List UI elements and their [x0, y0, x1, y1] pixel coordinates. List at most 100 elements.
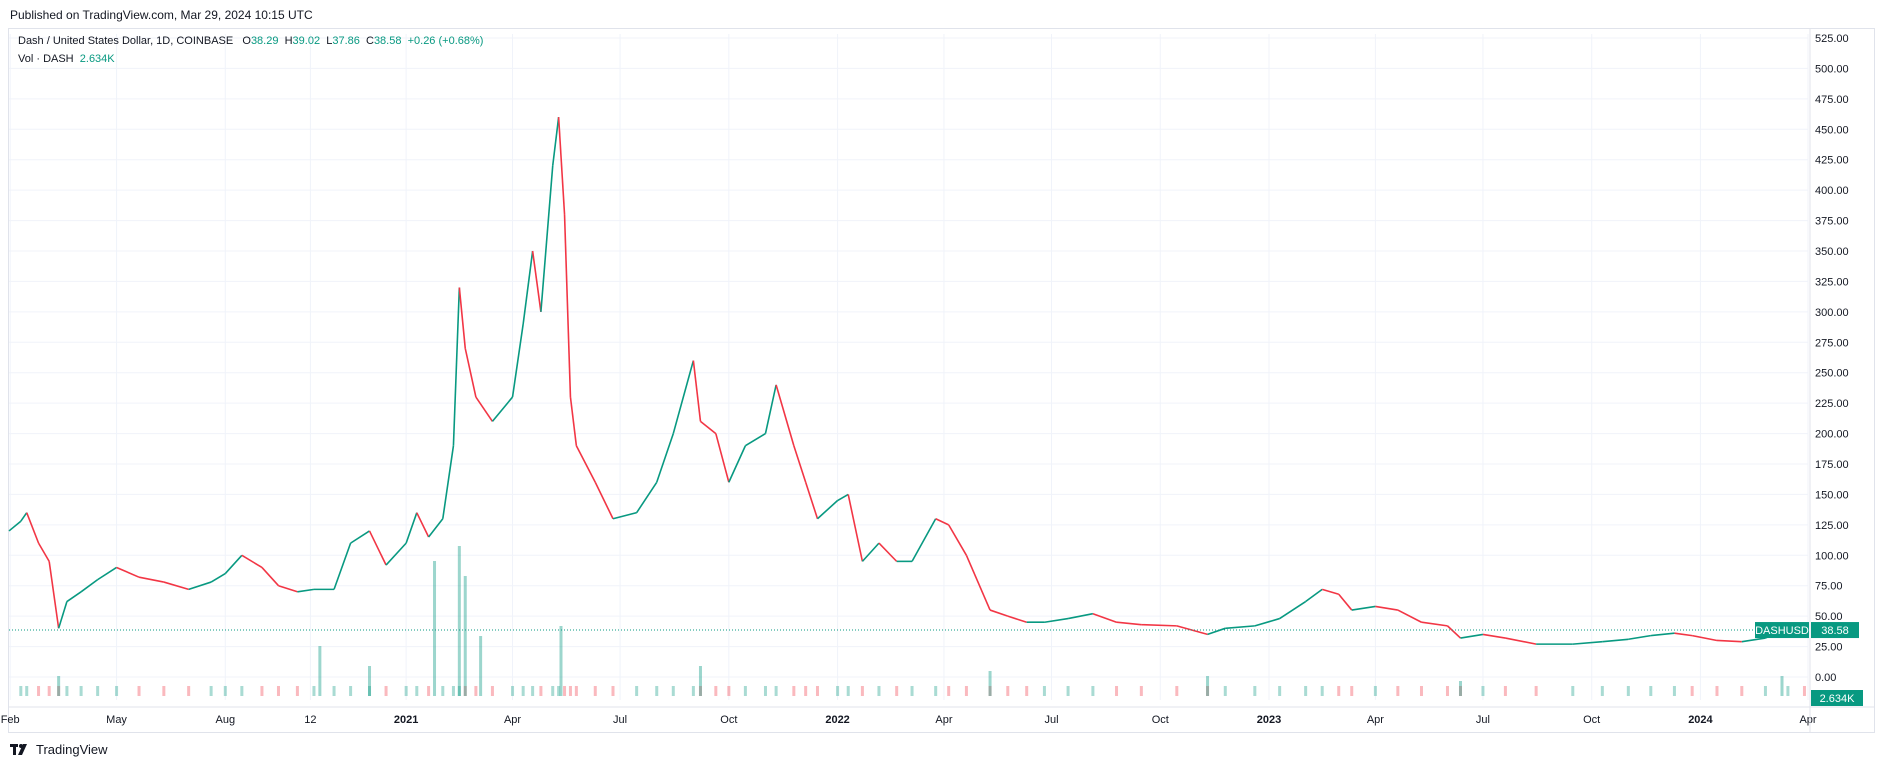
volume-bar	[1458, 681, 1462, 696]
volume-bar	[137, 686, 141, 696]
price-segment	[261, 566, 280, 587]
volume-bar	[804, 686, 808, 696]
y-tick-label: 75.00	[1815, 581, 1843, 593]
x-tick-label: Apr	[1799, 714, 1816, 726]
volume-bar	[1006, 686, 1010, 696]
volume-label[interactable]: Vol · DASH	[18, 53, 74, 65]
volume-bar	[115, 686, 119, 696]
price-segment	[1305, 588, 1323, 603]
volume-bar	[96, 686, 100, 696]
change-value: +0.26 (+0.68%)	[407, 35, 484, 47]
price-segment	[452, 287, 461, 446]
volume-bar	[368, 686, 372, 696]
volume-bar	[332, 686, 336, 696]
price-segment	[224, 554, 243, 575]
volume-bar	[451, 686, 455, 696]
price-segment	[8, 520, 22, 532]
volume-bar	[1481, 686, 1485, 696]
y-tick-label: 475.00	[1815, 94, 1849, 106]
volume-bar	[223, 686, 227, 696]
x-tick-label: 2022	[825, 714, 849, 726]
low-value: 37.86	[332, 35, 360, 47]
price-segment	[20, 512, 28, 522]
price-segment	[1338, 593, 1353, 611]
volume-bar	[209, 686, 213, 696]
y-tick-label: 25.00	[1815, 642, 1843, 654]
y-tick-label: 400.00	[1815, 185, 1849, 197]
price-segment	[1650, 632, 1675, 637]
price-segment	[385, 542, 407, 566]
price-segment	[861, 542, 880, 562]
x-tick-label: 2023	[1257, 714, 1281, 726]
volume-bar	[1600, 686, 1604, 696]
volume-bar	[691, 686, 695, 696]
y-tick-label: 50.00	[1815, 611, 1843, 623]
price-segment	[1044, 617, 1069, 624]
price-segment	[405, 512, 418, 544]
volume-bar	[463, 576, 467, 696]
y-tick-label: 150.00	[1815, 489, 1849, 501]
volume-bar	[964, 686, 968, 696]
price-segment	[1207, 627, 1226, 636]
volume-bar	[1715, 686, 1719, 696]
volume-bar	[1304, 686, 1308, 696]
volume-bar	[276, 686, 280, 696]
volume-bar	[433, 561, 437, 696]
volume-bar	[763, 686, 767, 696]
volume-bar	[774, 686, 778, 696]
x-tick-label: 2021	[394, 714, 418, 726]
volume-bar	[479, 636, 483, 696]
volume-bar	[846, 686, 850, 696]
price-segment	[744, 432, 766, 447]
tradingview-logo-icon	[10, 743, 27, 755]
chart-panel[interactable]	[8, 28, 1875, 733]
volume-bar	[1780, 676, 1784, 696]
y-tick-label: 350.00	[1815, 246, 1849, 258]
volume-bar	[37, 686, 41, 696]
price-segment	[1141, 623, 1177, 627]
price-segment	[350, 530, 370, 544]
y-tick-label: 450.00	[1815, 124, 1849, 136]
price-segment	[138, 576, 164, 583]
volume-bar	[57, 686, 61, 696]
price-segment	[775, 384, 795, 446]
price-segment	[551, 117, 560, 166]
price-segment	[569, 396, 578, 446]
volume-badge-label: 2.634K	[1820, 693, 1856, 705]
volume-bar	[563, 686, 567, 696]
volume-bar	[1373, 686, 1377, 696]
volume-bar	[474, 686, 478, 696]
price-segment	[442, 445, 455, 519]
high-label: H	[284, 35, 293, 47]
x-tick-label: 2024	[1688, 714, 1713, 726]
volume-bar	[1253, 686, 1257, 696]
footer-brand[interactable]: TradingView	[10, 742, 108, 757]
x-tick-label: Oct	[1583, 714, 1600, 726]
x-tick-label: Jul	[1044, 714, 1058, 726]
price-segment	[1482, 633, 1506, 639]
price-segment	[1351, 605, 1376, 611]
symbol-name[interactable]: Dash / United States Dollar, 1D, COINBAS…	[18, 35, 234, 47]
price-segment	[1176, 625, 1208, 636]
high-value: 39.02	[292, 35, 321, 47]
y-tick-label: 325.00	[1815, 276, 1849, 288]
volume-bar	[1672, 686, 1676, 696]
volume-bar	[1740, 686, 1744, 696]
volume-bar	[1419, 686, 1423, 696]
volume-bar	[463, 686, 467, 696]
price-segment	[458, 287, 467, 349]
price-segment	[48, 561, 60, 629]
price-segment	[764, 384, 777, 434]
price-segment	[563, 214, 572, 398]
price-segment	[210, 572, 226, 583]
price-segment	[540, 165, 554, 312]
volume-bar	[1396, 686, 1400, 696]
price-segment	[1674, 632, 1693, 637]
volume-bar	[727, 686, 731, 696]
price-segment	[1067, 612, 1094, 620]
price-segment	[531, 250, 542, 312]
y-tick-label: 250.00	[1815, 368, 1849, 380]
price-segment	[333, 542, 352, 590]
price-segment	[715, 433, 730, 483]
